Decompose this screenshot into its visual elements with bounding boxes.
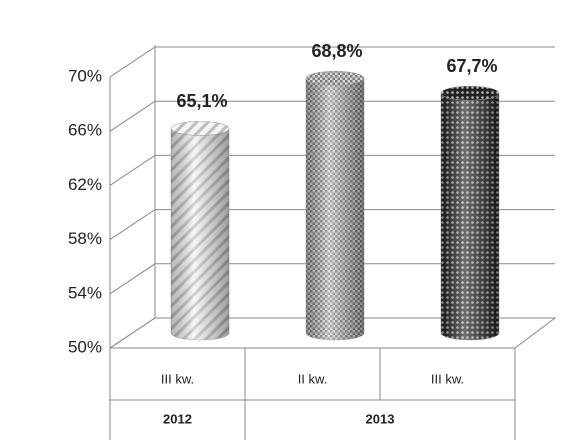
grid-line — [109, 317, 555, 349]
y-tick-label: 70% — [68, 66, 102, 85]
group-label: 2013 — [366, 411, 395, 426]
y-tick-label: 54% — [68, 283, 102, 302]
cylinder-top — [170, 121, 230, 136]
y-tick-label: 66% — [68, 121, 102, 140]
value-label: 67,7% — [446, 56, 497, 76]
grid-line — [109, 100, 555, 132]
cylinder-shade — [306, 78, 364, 340]
cylinder-shade — [441, 93, 499, 340]
cylinder-top — [440, 85, 500, 101]
cylinder-top — [305, 71, 365, 86]
grid-line — [109, 46, 555, 78]
x-tick-label: II kw. — [298, 371, 328, 386]
y-tick-label: 50% — [68, 337, 102, 356]
x-tick-label: III kw. — [431, 371, 464, 386]
value-label: 68,8% — [311, 41, 362, 61]
grid-line — [109, 154, 555, 186]
value-label: 65,1% — [176, 91, 227, 111]
group-label: 2012 — [163, 411, 192, 426]
x-tick-label: III kw. — [161, 371, 194, 386]
y-tick-label: 62% — [68, 175, 102, 194]
cylinder-shade — [171, 128, 229, 340]
grid-line — [109, 209, 555, 241]
grid-line — [109, 263, 555, 295]
y-tick-label: 58% — [68, 229, 102, 248]
